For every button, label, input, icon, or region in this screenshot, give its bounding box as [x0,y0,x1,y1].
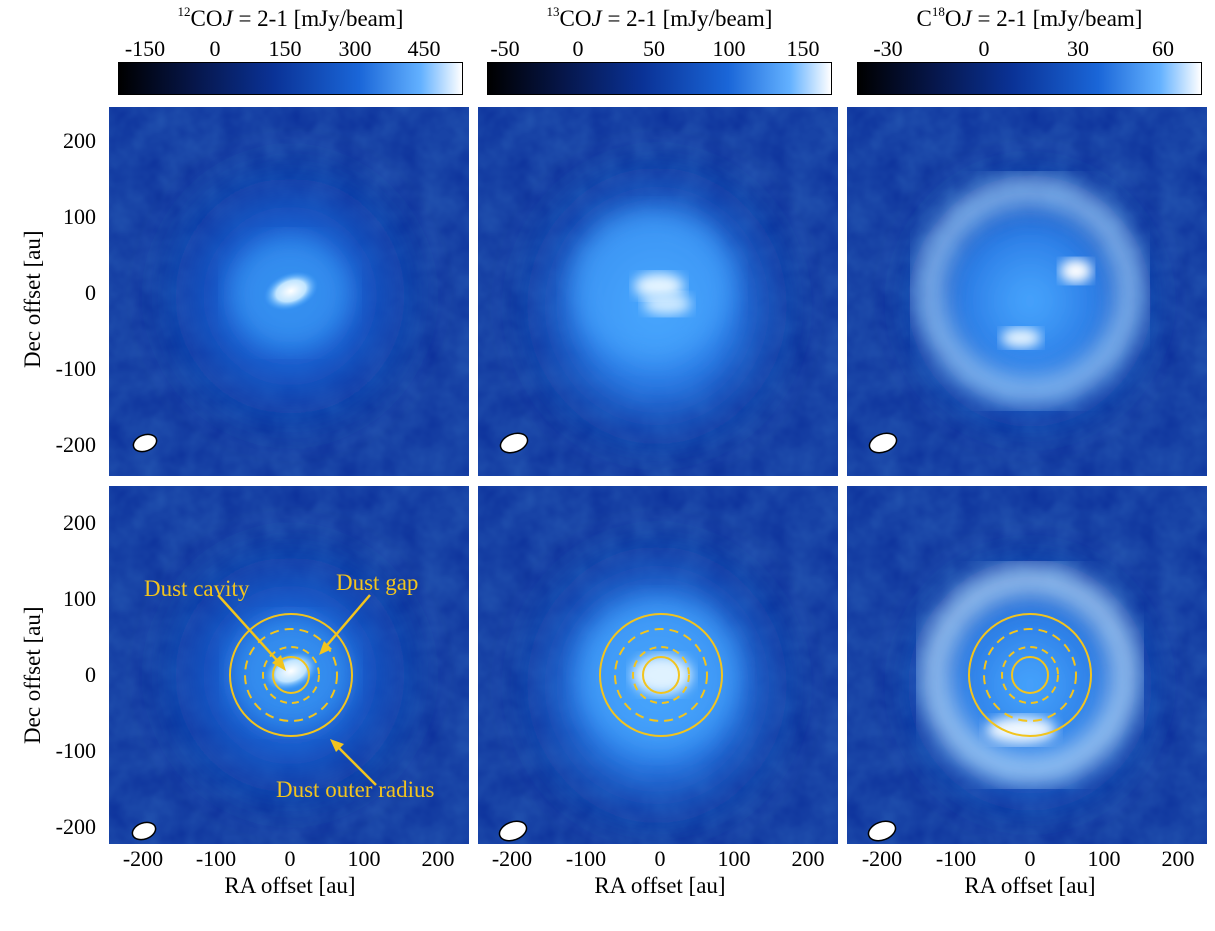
map-12co-bottom [108,485,470,845]
colorbar-tick: -50 [490,36,520,61]
colorbar-tick: 30 [1067,36,1089,61]
map-13co-top [477,106,839,477]
x-axis-label: RA offset [au] [964,873,1096,898]
colorbar-title-12co: 12COJ = 2-1 [mJy/beam] [177,4,404,31]
x-tick: 0 [654,846,666,871]
y-tick: 200 [63,510,96,535]
map-c18o-top [846,106,1208,477]
y-tick: 100 [63,204,96,229]
x-tick: -200 [491,846,533,871]
x-tick: 0 [1024,846,1036,871]
y-tick: -100 [55,738,96,763]
x-tick: 200 [421,846,455,871]
colorbar-tick: 0 [209,36,221,61]
y-tick: -200 [55,814,96,839]
colorbar-tick: -30 [873,36,903,61]
colorbar-tick: 450 [407,36,441,61]
x-tick: 200 [791,846,825,871]
x-tick: -100 [565,846,607,871]
colorbar-c18o [857,62,1202,95]
beam-ellipse [498,820,528,842]
beam-ellipse [867,820,897,842]
y-tick: 0 [85,280,96,305]
annotation-dust-outer-radius: Dust outer radius [276,777,435,802]
x-tick: 200 [1161,846,1195,871]
colorbar-tick: 0 [572,36,584,61]
colorbar-12co [118,62,463,95]
x-tick: -100 [935,846,977,871]
x-tick: 100 [347,846,381,871]
y-tick: 200 [63,128,96,153]
colorbar-tick: 60 [1152,36,1174,61]
beam-ellipse [132,433,158,453]
x-tick: -200 [861,846,903,871]
colorbar-tick: 100 [712,36,746,61]
map-13co-bottom [477,485,839,845]
x-tick: 0 [284,846,296,871]
annotation-dust-gap: Dust gap [336,570,419,595]
map-12co-top [108,106,470,477]
dust-outer-circle [229,613,353,737]
x-axis-label: RA offset [au] [594,873,726,898]
colorbar-tick: -150 [124,36,166,61]
map-c18o-bottom [846,485,1208,845]
colorbar-tick: 300 [338,36,372,61]
colorbar-tick: 0 [978,36,990,61]
dust-cavity-circle [272,656,310,694]
beam-ellipse [131,821,157,841]
x-tick: 100 [1087,846,1121,871]
y-tick: -100 [55,356,96,381]
colorbar-title-13co: 13COJ = 2-1 [mJy/beam] [546,4,773,31]
colorbar-tick: 150 [268,36,302,61]
colorbar-tick: 150 [786,36,820,61]
colorbar-13co [487,62,832,95]
dust-gap-circle [244,628,338,722]
colorbar-tick: 50 [643,36,665,61]
x-tick: 100 [717,846,751,871]
x-tick: -200 [122,846,164,871]
y-tick: -200 [55,432,96,457]
beam-ellipse [499,432,529,454]
x-tick: -100 [195,846,237,871]
colorbar-title-c18o: C18OJ = 2-1 [mJy/beam] [916,4,1143,31]
beam-ellipse [868,432,898,454]
x-axis-label: RA offset [au] [224,873,356,898]
annotation-dust-cavity: Dust cavity [144,576,250,601]
y-tick: 0 [85,662,96,687]
y-tick: 100 [63,586,96,611]
